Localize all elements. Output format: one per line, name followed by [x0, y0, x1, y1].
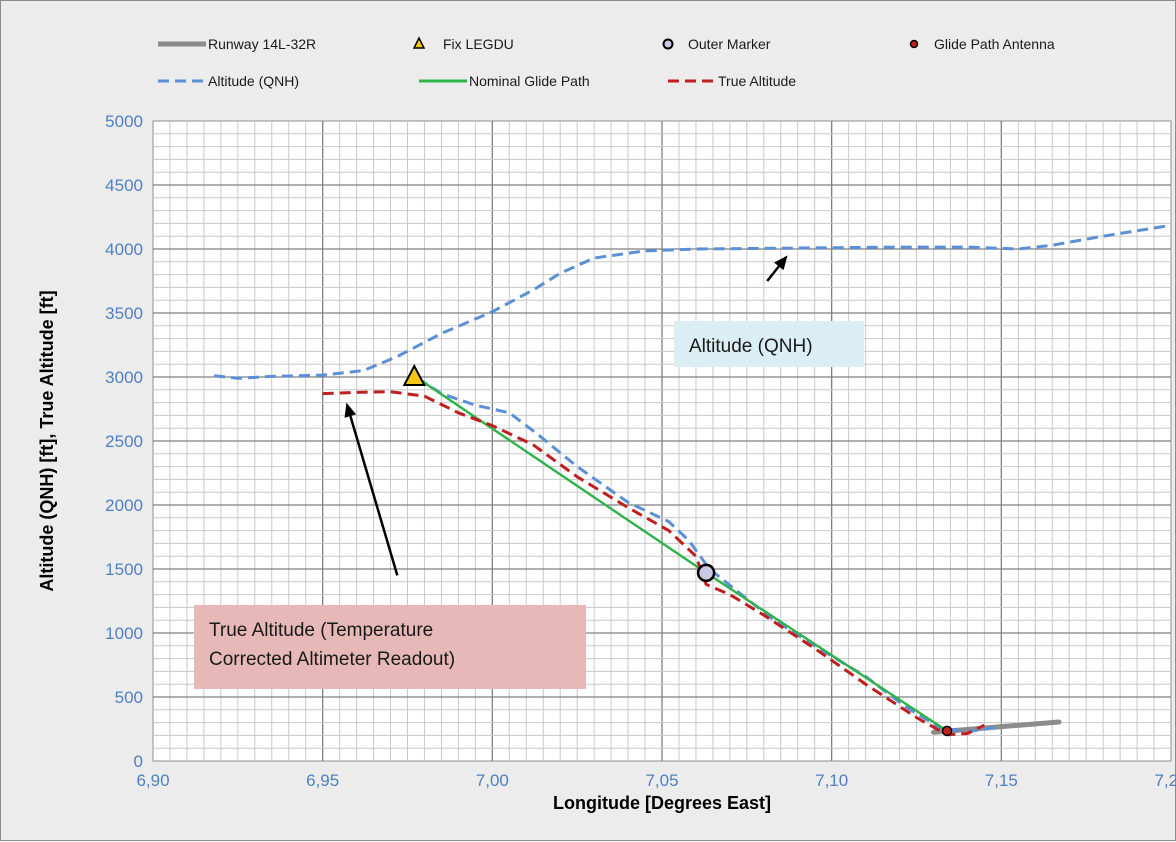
annotation-arrowhead: [344, 402, 357, 418]
legend: Runway 14L-32R Fix LEGDU Outer Marker Glide…: [158, 36, 1055, 89]
legend-label: Fix LEGDU: [443, 36, 514, 52]
marker-fix-legdu: [402, 363, 426, 386]
annotation-arrow: [349, 415, 399, 576]
annotation-box-1: [674, 321, 864, 367]
x-tick-label: 7,15: [985, 771, 1018, 790]
legend-label: Outer Marker: [688, 36, 771, 52]
series-line-true-altitude: [322, 390, 986, 737]
y-axis-title: Altitude (QNH) [ft], True Altitude [ft]: [37, 290, 57, 591]
x-axis-title: Longitude [Degrees East]: [553, 793, 771, 813]
legend-label: Altitude (QNH): [208, 73, 299, 89]
x-tick-label: 6,95: [306, 771, 339, 790]
y-tick-label: 1000: [105, 624, 143, 643]
x-tick-label: 6,90: [136, 771, 169, 790]
legend-label: True Altitude: [718, 73, 796, 89]
legend-item-fix-legdu: Fix LEGDU: [412, 36, 514, 52]
legend-label: Glide Path Antenna: [934, 36, 1055, 52]
legend-item-outer-marker: Outer Marker: [662, 36, 771, 52]
legend-item-altitude-qnh: Altitude (QNH): [158, 73, 299, 89]
legend-swatch: [909, 39, 919, 49]
legend-label: Runway 14L-32R: [208, 36, 316, 52]
y-tick-label: 2500: [105, 432, 143, 451]
legend-swatch: [662, 38, 674, 50]
annotation-text: True Altitude (Temperature: [209, 620, 433, 641]
x-tick-label: 7,00: [476, 771, 509, 790]
x-tick-label: 7,10: [815, 771, 848, 790]
legend-item-nominal-glide-path: Nominal Glide Path: [419, 73, 590, 89]
legend-swatch: [412, 36, 426, 49]
x-tick-label: 7,20: [1154, 771, 1176, 790]
x-tick-labels: 6,90 6,95 7,00 7,05 7,10 7,15 7,20: [136, 771, 1176, 790]
annotation-box-2: [194, 605, 586, 689]
marker-glide-path-antenna: [941, 725, 953, 737]
x-tick-label: 7,05: [645, 771, 678, 790]
annotation-arrow: [766, 265, 780, 282]
legend-label: Nominal Glide Path: [469, 73, 590, 89]
annotation-text: Corrected Altimeter Readout): [209, 649, 455, 670]
legend-item-true-altitude: True Altitude: [668, 73, 796, 89]
marker-layer: [402, 363, 953, 737]
y-tick-labels: 0 500 1000 1500 2000 2500 3000 3500 4000 4500 5000: [105, 112, 143, 771]
annotation-arrowhead: [774, 255, 788, 271]
y-tick-label: 3000: [105, 368, 143, 387]
y-tick-label: 4000: [105, 240, 143, 259]
y-tick-label: 500: [115, 688, 143, 707]
legend-item-runway-14l-32r: Runway 14L-32R: [158, 36, 316, 52]
annotation-layer: Altitude (QNH) True Altitude (Temperature…: [194, 255, 864, 689]
series-line-altitude-qnh: [416, 377, 995, 734]
y-tick-label: 1500: [105, 560, 143, 579]
y-tick-label: 0: [134, 752, 143, 771]
series-line-altitude-qnh: [213, 223, 1172, 380]
y-tick-label: 4500: [105, 176, 143, 195]
annotation-text: Altitude (QNH): [689, 336, 813, 357]
legend-item-glide-path-antenna: Glide Path Antenna: [909, 36, 1055, 52]
y-tick-label: 3500: [105, 304, 143, 323]
y-tick-label: 2000: [105, 496, 143, 515]
marker-outer-marker: [696, 563, 716, 583]
y-tick-label: 5000: [105, 112, 143, 131]
